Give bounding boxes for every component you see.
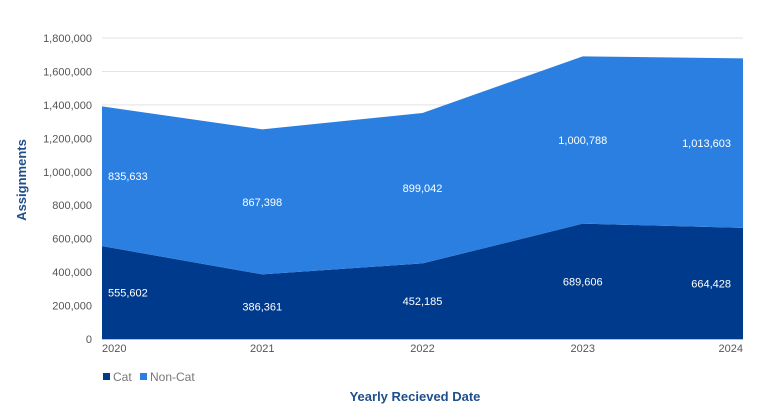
data-label: 386,361 bbox=[242, 302, 282, 314]
y-tick-label: 200,000 bbox=[52, 301, 92, 313]
x-tick-label: 2022 bbox=[410, 343, 434, 355]
y-tick-label: 1,000,000 bbox=[43, 167, 92, 179]
data-label: 555,602 bbox=[108, 288, 148, 300]
legend-label-non-cat: Non-Cat bbox=[150, 370, 195, 384]
data-label: 452,185 bbox=[403, 296, 443, 308]
data-label: 689,606 bbox=[563, 276, 603, 288]
data-label: 867,398 bbox=[242, 197, 282, 209]
legend-swatch-non-cat bbox=[140, 373, 147, 380]
y-tick-label: 0 bbox=[86, 334, 92, 346]
y-tick-label: 1,200,000 bbox=[43, 133, 92, 145]
data-label: 1,013,603 bbox=[682, 138, 731, 150]
y-tick-label: 800,000 bbox=[52, 200, 92, 212]
data-label: 1,000,788 bbox=[558, 135, 607, 147]
x-tick-label: 2021 bbox=[250, 343, 274, 355]
area-cat bbox=[102, 223, 743, 339]
x-axis-title: Yearly Recieved Date bbox=[350, 389, 481, 404]
legend-label-cat: Cat bbox=[113, 370, 132, 384]
area-non-cat bbox=[102, 56, 743, 275]
x-tick-label: 2023 bbox=[571, 343, 595, 355]
y-tick-label: 1,600,000 bbox=[43, 66, 92, 78]
legend: Cat Non-Cat bbox=[103, 370, 195, 384]
x-tick-label: 2020 bbox=[102, 343, 126, 355]
y-tick-label: 600,000 bbox=[52, 234, 92, 246]
y-tick-label: 1,400,000 bbox=[43, 100, 92, 112]
y-tick-label: 400,000 bbox=[52, 267, 92, 279]
data-label: 899,042 bbox=[403, 183, 443, 195]
y-axis-title: Assignments bbox=[14, 139, 29, 221]
legend-swatch-cat bbox=[103, 373, 110, 380]
y-tick-label: 1,800,000 bbox=[43, 33, 92, 45]
data-label: 835,633 bbox=[108, 171, 148, 183]
data-label: 664,428 bbox=[691, 278, 731, 290]
x-tick-label: 2024 bbox=[719, 343, 743, 355]
